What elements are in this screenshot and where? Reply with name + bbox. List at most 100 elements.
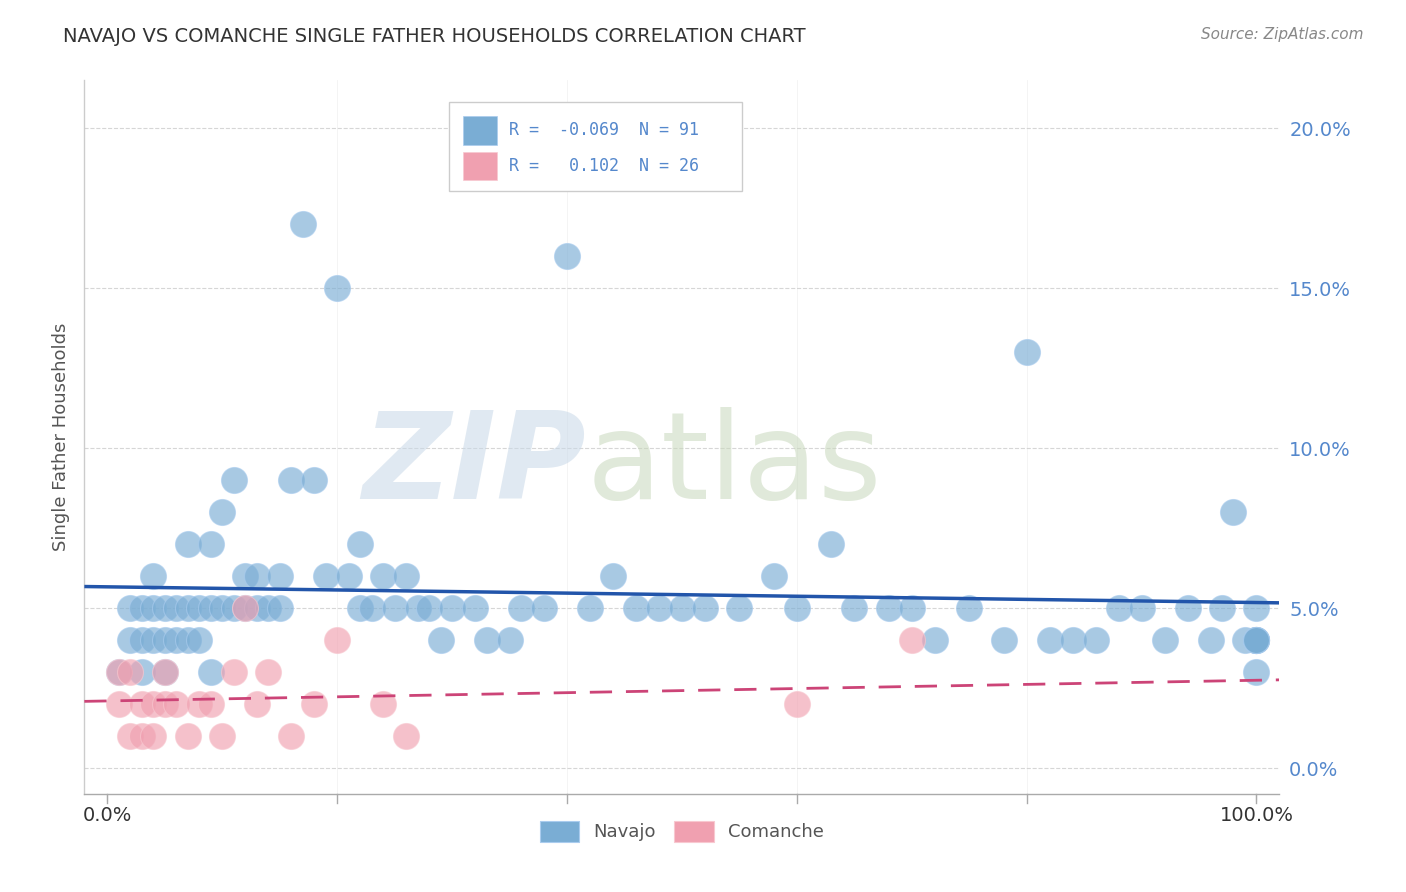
Point [200,537,222,551]
Point [108,698,131,712]
Point [624,601,647,615]
Point [373,698,395,712]
Point [441,601,464,615]
Point [177,729,200,743]
Point [120,729,142,743]
Point [142,569,165,583]
Point [200,698,222,712]
Point [1246,633,1268,648]
Point [188,633,211,648]
Point [165,601,187,615]
Point [762,569,785,583]
Point [579,601,602,615]
Point [246,569,269,583]
Point [924,633,946,648]
Point [153,633,176,648]
Point [1108,601,1130,615]
Point [1062,633,1084,648]
Point [188,601,211,615]
Point [280,473,302,487]
Point [131,729,153,743]
Text: ZIP: ZIP [363,407,586,524]
Point [1177,601,1199,615]
Point [1246,633,1268,648]
Text: NAVAJO VS COMANCHE SINGLE FATHER HOUSEHOLDS CORRELATION CHART: NAVAJO VS COMANCHE SINGLE FATHER HOUSEHO… [63,27,806,45]
Point [349,537,371,551]
Bar [463,116,496,145]
Point [337,569,360,583]
Point [302,698,325,712]
Text: atlas: atlas [586,407,882,524]
Point [131,665,153,680]
Point [153,665,176,680]
Text: R =  -0.069  N = 91: R = -0.069 N = 91 [509,121,699,139]
Point [326,281,349,295]
Point [820,537,842,551]
Point [1246,601,1268,615]
Point [165,633,187,648]
Point [373,569,395,583]
Point [222,665,245,680]
Point [326,633,349,648]
Point [1222,505,1244,519]
Point [429,633,451,648]
Point [1015,345,1038,359]
Point [418,601,440,615]
Point [142,633,165,648]
Point [1199,633,1222,648]
Point [1246,633,1268,648]
Point [142,698,165,712]
Point [406,601,429,615]
Text: R =   0.102  N = 26: R = 0.102 N = 26 [509,157,699,175]
Point [786,601,808,615]
Point [211,601,233,615]
Point [786,698,808,712]
Point [671,601,693,615]
Point [1039,633,1062,648]
Point [142,729,165,743]
Point [153,665,176,680]
Point [395,729,418,743]
Point [533,601,555,615]
Point [1246,665,1268,680]
Point [957,601,980,615]
Point [233,601,256,615]
Point [177,601,200,615]
Point [900,601,922,615]
Point [1246,633,1268,648]
Point [993,633,1015,648]
Point [165,698,187,712]
Point [844,601,866,615]
Bar [463,152,496,180]
Point [131,601,153,615]
Point [1153,633,1175,648]
Text: Source: ZipAtlas.com: Source: ZipAtlas.com [1201,27,1364,42]
Point [269,569,291,583]
Point [1246,633,1268,648]
Point [648,601,671,615]
Point [1130,601,1153,615]
Point [498,633,520,648]
Point [108,665,131,680]
Point [108,665,131,680]
Point [188,698,211,712]
Point [257,665,280,680]
Point [360,601,382,615]
Point [349,601,371,615]
Point [120,633,142,648]
Point [475,633,498,648]
Point [222,601,245,615]
Point [291,217,314,231]
Y-axis label: Single Father Households: Single Father Households [52,323,70,551]
Point [728,601,751,615]
Point [1233,633,1256,648]
Point [142,601,165,615]
Point [233,569,256,583]
Point [602,569,624,583]
Point [177,633,200,648]
Point [315,569,337,583]
Point [510,601,533,615]
Point [120,601,142,615]
Point [1246,633,1268,648]
Point [222,473,245,487]
